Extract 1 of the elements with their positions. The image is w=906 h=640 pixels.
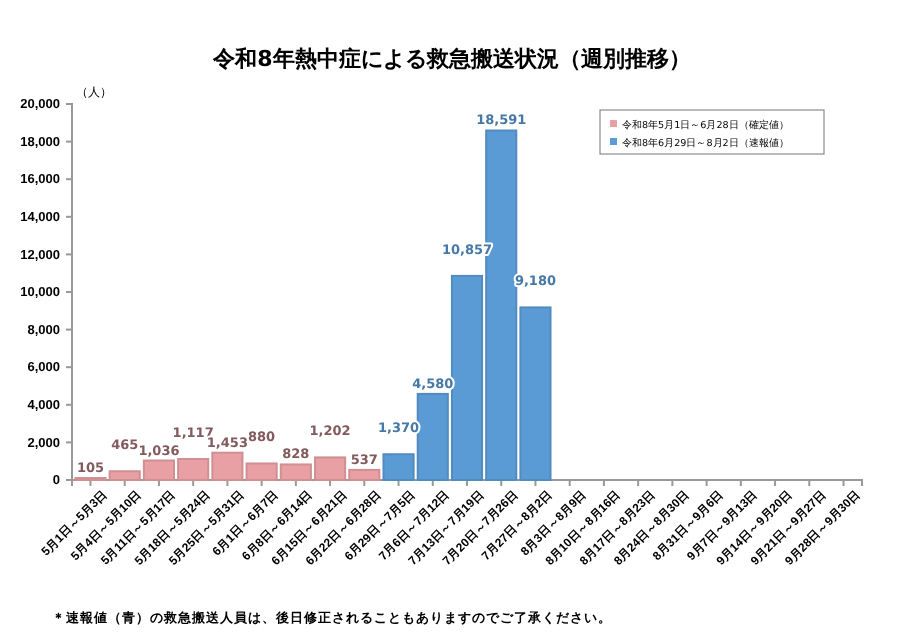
chart-title: 令和8年熱中症による救急搬送状況（週別推移） (211, 46, 691, 72)
